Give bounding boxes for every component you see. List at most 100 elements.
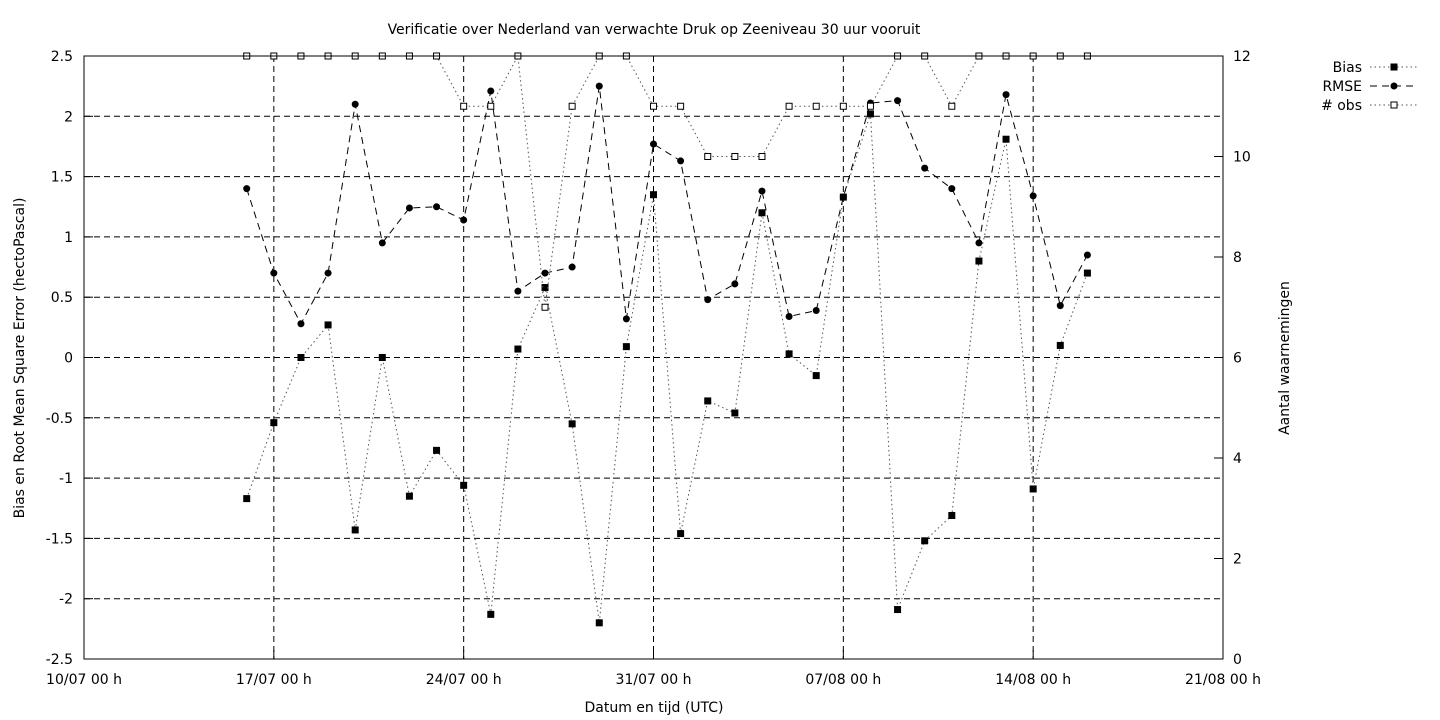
data-point-bias	[731, 409, 739, 417]
data-point-rmse	[541, 269, 549, 277]
data-point-rmse	[243, 185, 251, 193]
data-point-obs	[812, 102, 820, 110]
data-point-bias	[243, 495, 251, 503]
data-series	[243, 52, 1091, 627]
legend: Bias RMSE # obs	[1321, 60, 1418, 114]
y-tick-label: -0.5	[46, 411, 73, 427]
series-line-rmse	[246, 86, 1088, 325]
data-point-rmse	[297, 320, 305, 328]
y2-tick-label: 12	[1233, 49, 1251, 65]
data-point-obs	[731, 153, 739, 160]
x-tick-label: 07/08 00 h	[805, 672, 881, 688]
data-point-rmse	[704, 296, 712, 304]
data-point-bias	[921, 537, 929, 545]
y2-tick-label: 6	[1233, 351, 1242, 367]
data-point-bias	[487, 610, 495, 618]
y-tick-label: -2	[59, 592, 73, 608]
legend-marker-obs	[1390, 101, 1398, 109]
data-point-bias	[405, 492, 413, 500]
y-tick-label: 0.5	[51, 290, 73, 306]
data-point-obs	[948, 102, 956, 110]
data-point-rmse	[324, 269, 332, 277]
data-point-bias	[785, 350, 793, 358]
x-tick-label: 21/08 00 h	[1185, 672, 1261, 688]
data-point-bias	[541, 284, 549, 292]
data-point-obs	[704, 153, 712, 160]
data-point-bias	[650, 191, 657, 199]
data-point-bias	[460, 481, 468, 489]
data-point-bias	[975, 257, 983, 265]
x-axis-label: Datum en tijd (UTC)	[584, 700, 723, 716]
data-point-bias	[1083, 269, 1091, 277]
data-point-bias	[866, 110, 874, 118]
data-point-obs	[677, 102, 685, 110]
data-point-rmse	[677, 157, 685, 165]
data-point-bias	[351, 526, 359, 534]
x-tick-label: 24/07 00 h	[426, 672, 502, 688]
y2-tick-label: 4	[1233, 451, 1242, 467]
data-point-rmse	[650, 140, 657, 148]
legend-label-bias: Bias	[1333, 60, 1362, 76]
data-point-rmse	[405, 204, 413, 212]
data-point-rmse	[1029, 192, 1037, 200]
data-point-rmse	[514, 287, 522, 295]
data-point-bias	[433, 446, 441, 454]
x-tick-label: 14/08 00 h	[995, 672, 1071, 688]
data-point-bias	[324, 321, 332, 329]
plot-area-frame	[83, 55, 1224, 660]
data-point-obs	[866, 102, 874, 110]
y-tick-label: 1	[64, 230, 73, 246]
y2-axis-label: Aantal waarnemingen	[1277, 281, 1293, 435]
data-point-bias	[1002, 135, 1010, 143]
data-point-rmse	[270, 269, 278, 277]
data-point-rmse	[351, 100, 359, 108]
data-point-obs	[785, 102, 793, 110]
data-point-rmse	[839, 193, 847, 201]
y-tick-label: 2	[64, 109, 73, 125]
data-point-bias	[514, 345, 522, 353]
series-line-bias	[246, 113, 1088, 623]
data-point-bias	[568, 420, 576, 428]
y-axis-label: Bias en Root Mean Square Error (hectoPas…	[12, 198, 28, 519]
data-point-rmse	[433, 203, 441, 211]
data-point-rmse	[894, 97, 902, 105]
y2-tick-label: 10	[1233, 150, 1251, 166]
data-point-obs	[487, 102, 495, 110]
data-point-bias	[1029, 485, 1037, 493]
data-point-bias	[948, 511, 956, 519]
data-point-obs	[460, 102, 468, 110]
legend-marker-rmse	[1390, 82, 1398, 90]
x-tick-label: 10/07 00 h	[46, 672, 122, 688]
data-point-obs	[839, 102, 847, 110]
x-tick-label: 17/07 00 h	[236, 672, 312, 688]
y-tick-label: 1.5	[51, 170, 73, 186]
axis-ticks: -2.5 -2 -1.5 -1 -0.5 0 0.5 1 1.5 2 2.5 0 2 4 6 8 10 12 10/…	[46, 49, 1261, 688]
y-tick-label: 0	[64, 351, 73, 367]
y-tick-label: 2.5	[51, 49, 73, 65]
data-point-rmse	[812, 306, 820, 314]
grid-lines	[84, 56, 1223, 659]
data-point-rmse	[785, 312, 793, 320]
data-point-rmse	[1083, 251, 1091, 259]
data-point-rmse	[948, 185, 956, 193]
legend-label-obs: # obs	[1321, 98, 1362, 114]
data-point-bias	[894, 606, 902, 614]
data-point-obs	[758, 153, 766, 160]
data-point-rmse	[975, 239, 983, 247]
data-point-rmse	[595, 82, 603, 90]
data-point-bias	[595, 619, 603, 627]
data-point-obs	[541, 303, 549, 311]
data-point-bias	[758, 209, 766, 217]
y2-tick-label: 2	[1233, 552, 1242, 568]
data-point-obs	[650, 102, 657, 110]
data-point-bias	[297, 354, 305, 361]
data-point-rmse	[1056, 302, 1064, 310]
data-point-bias	[270, 419, 278, 427]
data-point-rmse	[460, 216, 468, 224]
data-point-rmse	[378, 239, 386, 247]
data-point-bias	[704, 397, 712, 405]
data-point-rmse	[487, 87, 495, 95]
data-point-bias	[622, 343, 630, 351]
data-point-rmse	[758, 187, 766, 195]
